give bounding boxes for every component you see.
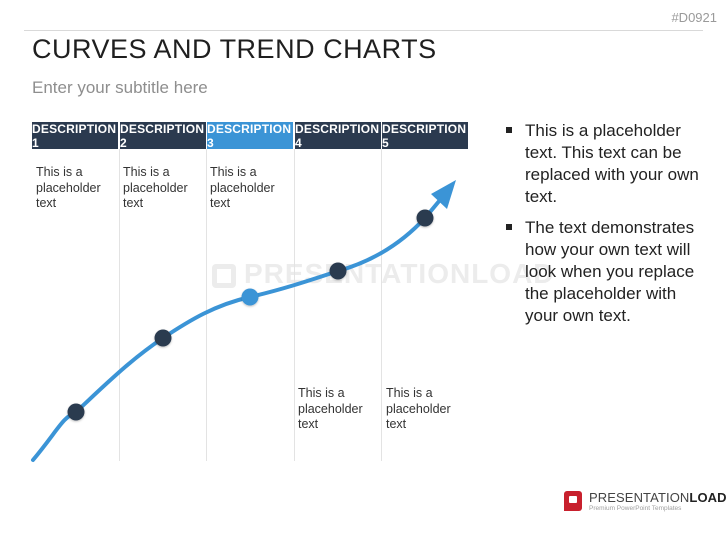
brand-logo-tagline: Premium PowerPoint Templates xyxy=(589,505,682,512)
bullet-text-1: This is a placeholder text. This text ca… xyxy=(525,121,699,206)
column-header-2[interactable]: DESCRIPTION 2 xyxy=(120,121,206,150)
column-text-5[interactable]: This is a placeholder text xyxy=(386,386,451,431)
milestone-marker-3[interactable] xyxy=(241,288,259,306)
column-text-4[interactable]: This is a placeholder text xyxy=(298,386,363,431)
column-header-5[interactable]: DESCRIPTION 5 xyxy=(382,121,468,150)
milestone-marker-1[interactable] xyxy=(67,403,85,421)
bullet-text-2: The text demonstrates how your own text … xyxy=(525,218,695,325)
column-text-1[interactable]: This is a placeholder text xyxy=(36,165,101,210)
trend-arrow-head-icon xyxy=(431,180,456,209)
column-divider-2 xyxy=(206,149,207,461)
bullet-list: This is a placeholder text. This text ca… xyxy=(505,120,710,336)
brand-logo-icon xyxy=(564,491,582,511)
column-text-2[interactable]: This is a placeholder text xyxy=(123,165,188,210)
column-text-3[interactable]: This is a placeholder text xyxy=(210,165,275,210)
column-header-1[interactable]: DESCRIPTION 1 xyxy=(32,121,118,150)
milestone-marker-2[interactable] xyxy=(154,329,172,347)
slide-id-label: #D0921 xyxy=(671,10,717,25)
milestone-marker-4[interactable] xyxy=(329,262,347,280)
column-divider-1 xyxy=(119,149,120,461)
column-divider-4 xyxy=(381,149,382,461)
trend-curve-line xyxy=(31,198,442,462)
bullet-square-icon xyxy=(506,127,512,133)
slide-title: CURVES AND TREND CHARTS xyxy=(32,34,437,64)
brand-logo-name: PRESENTATIONLOAD xyxy=(589,490,727,505)
bullet-item-2[interactable]: The text demonstrates how your own text … xyxy=(505,217,710,327)
column-divider-3 xyxy=(294,149,295,461)
top-divider xyxy=(24,30,703,31)
column-header-3[interactable]: DESCRIPTION 3 xyxy=(207,121,293,150)
bullet-square-icon xyxy=(506,224,512,230)
watermark-logo-icon xyxy=(212,263,236,288)
column-headers: DESCRIPTION 1 DESCRIPTION 2 DESCRIPTION … xyxy=(32,121,468,150)
milestone-marker-5[interactable] xyxy=(416,209,434,227)
brand-logo: PRESENTATIONLOAD Premium PowerPoint Temp… xyxy=(564,490,727,516)
column-header-4[interactable]: DESCRIPTION 4 xyxy=(295,121,381,150)
slide-subtitle[interactable]: Enter your subtitle here xyxy=(32,78,208,97)
bullet-item-1[interactable]: This is a placeholder text. This text ca… xyxy=(505,120,710,208)
